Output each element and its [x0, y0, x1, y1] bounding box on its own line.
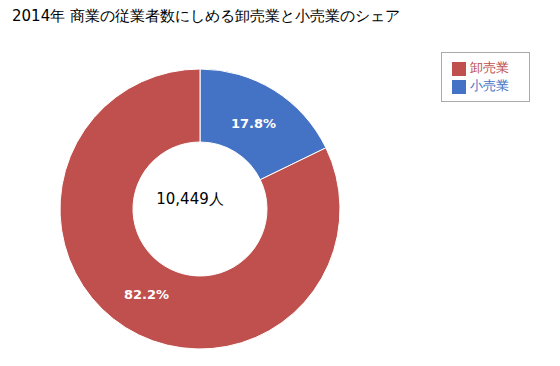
html-text:小売業: 小売業: [470, 78, 509, 93]
svg-text:17.8%: 17.8%: [231, 116, 276, 131]
html-text:2014年 商業の従業者数にしめる卸売業と小売業のシェア: 2014年 商業の従業者数にしめる卸売業と小売業のシェア: [12, 7, 400, 25]
html-text:10,449人: 10,449人: [156, 190, 224, 208]
html-text:卸売業: 卸売業: [470, 60, 509, 75]
svg-text:82.2%: 82.2%: [124, 287, 169, 302]
